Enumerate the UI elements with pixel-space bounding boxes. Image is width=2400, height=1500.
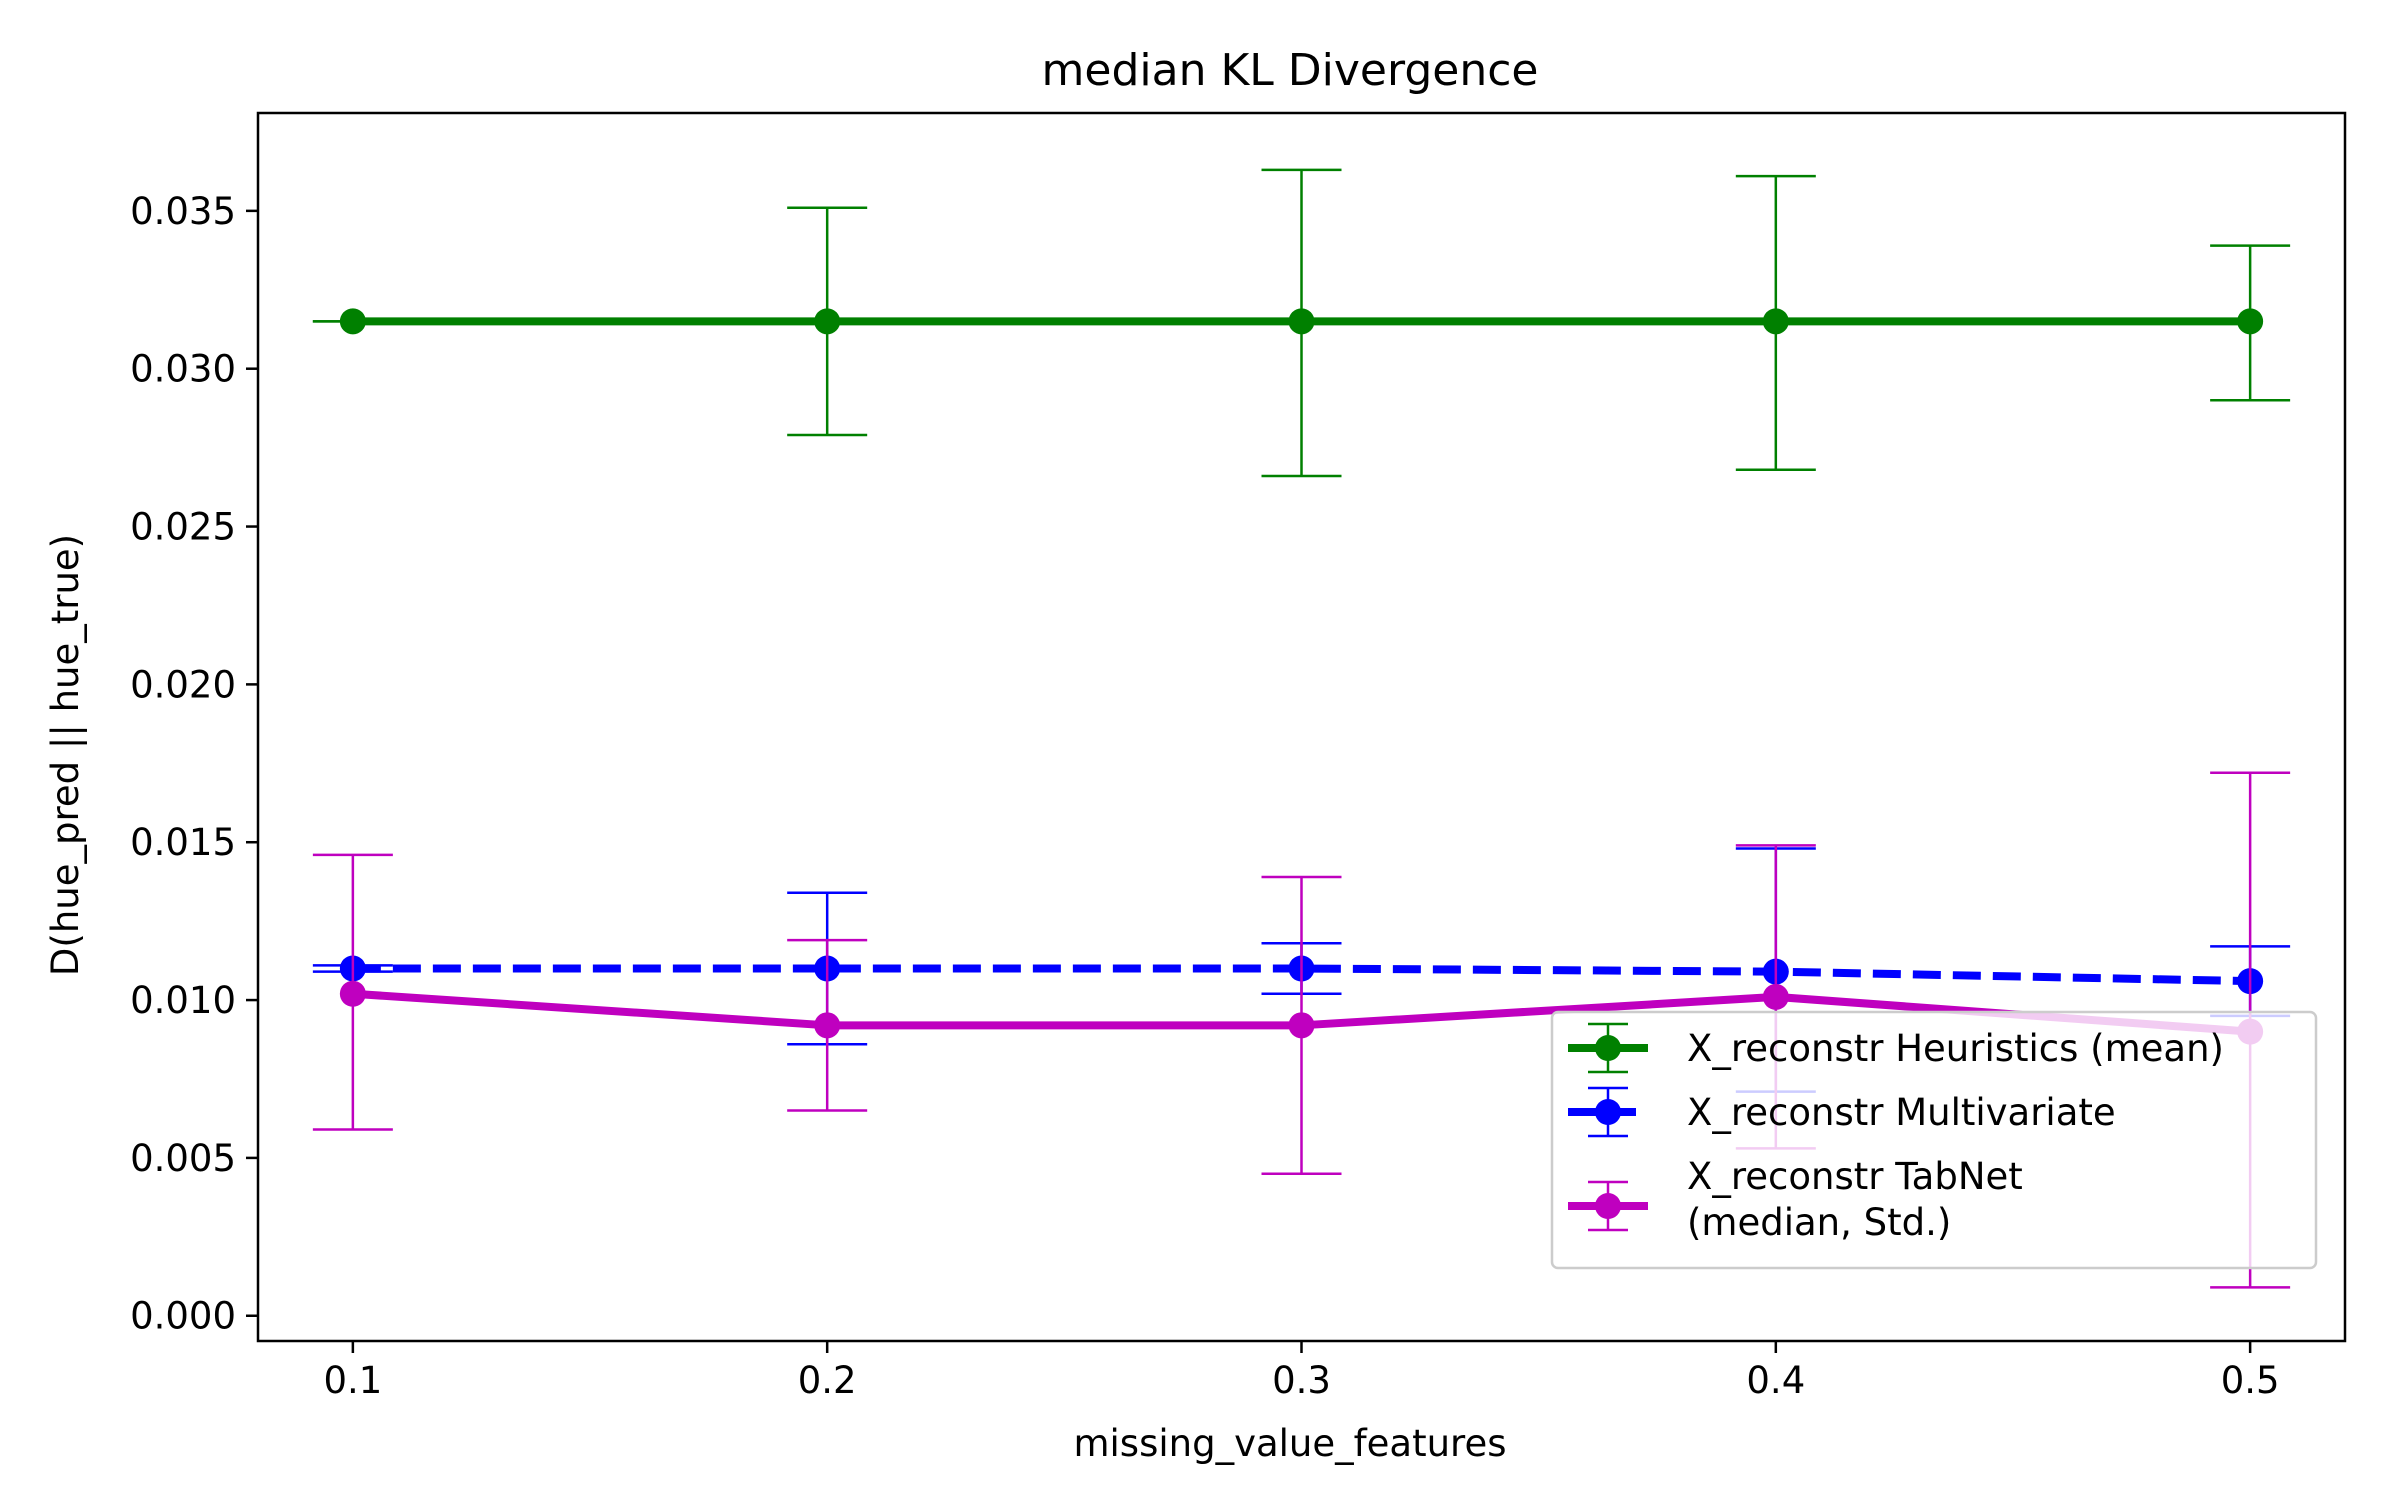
data-point [814,1012,841,1039]
legend-handle [1568,1086,1648,1138]
x-tick-label: 0.2 [798,1359,857,1402]
y-axis: 0.000 0.005 0.010 0.015 0.020 0.025 0.030 0.035 [130,190,258,1338]
legend-handle [1568,1180,1648,1232]
legend-label: X_reconstr TabNet (median, Std.) [1687,1155,2023,1244]
y-tick-label: 0.035 [130,190,236,233]
legend: X_reconstr Heuristics (mean) X_reconstr M… [1550,1010,2318,1270]
y-tick-label: 0.010 [130,979,236,1022]
y-tick-label: 0.015 [130,821,236,864]
data-point [339,980,366,1007]
data-point [1762,308,1789,335]
data-point [1288,308,1315,335]
chart-title: median KL Divergence [1042,45,1539,96]
y-tick-label: 0.030 [130,348,236,391]
series-group [312,168,2291,478]
data-point [2237,308,2264,335]
y-tick-label: 0.000 [130,1295,236,1338]
x-tick-label: 0.5 [2221,1359,2280,1402]
x-tick-label: 0.3 [1272,1359,1331,1402]
y-tick-label: 0.005 [130,1137,236,1180]
legend-label: X_reconstr Multivariate [1687,1091,2116,1134]
x-tick-label: 0.1 [323,1359,382,1402]
x-axis-label: missing_value_features [1073,1422,1506,1465]
y-axis-label: D(hue_pred || hue_true) [44,534,87,976]
x-axis: 0.1 0.2 0.3 0.4 0.5 [323,1341,2280,1402]
data-point [1288,1012,1315,1039]
data-point [1762,983,1789,1010]
x-tick-label: 0.4 [1746,1359,1805,1402]
legend-handle [1568,1022,1648,1074]
legend-box [1550,1010,2318,1270]
y-tick-label: 0.025 [130,506,236,549]
data-point [339,308,366,335]
legend-label: X_reconstr Heuristics (mean) [1687,1027,2224,1070]
data-point [814,308,841,335]
y-tick-label: 0.020 [130,663,236,706]
series-line [352,964,2251,986]
